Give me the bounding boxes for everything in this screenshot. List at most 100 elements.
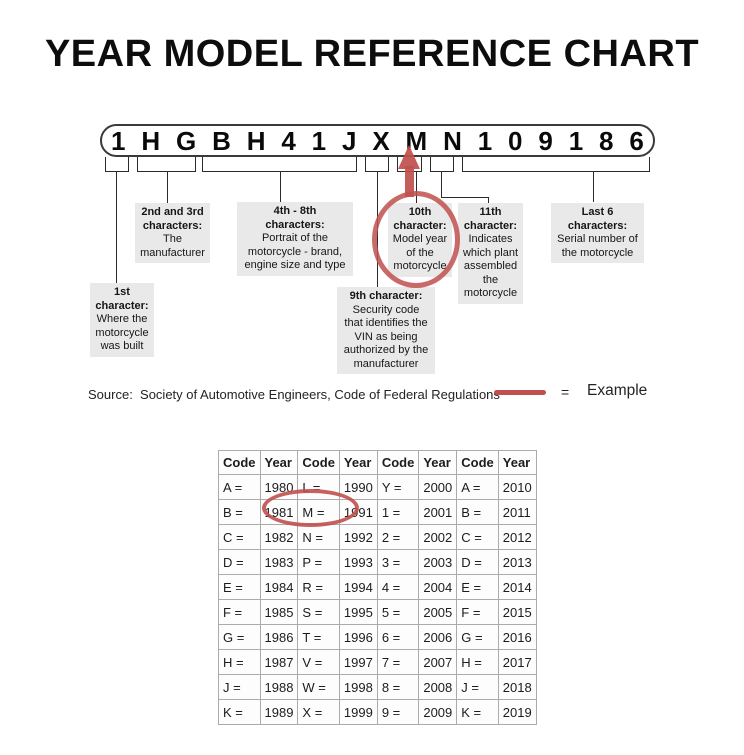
column-header: Code — [297, 450, 340, 475]
year-cell: 2007 — [418, 649, 458, 675]
code-cell: 8 = — [376, 674, 420, 700]
callout-body: Portrait of the motorcycle - brand, engi… — [244, 232, 346, 271]
code-cell: 5 = — [376, 599, 420, 625]
year-cell: 2010 — [497, 474, 537, 500]
table-row: D = 1983 P = 1993 3 = 2003 D = 2013 — [218, 549, 537, 575]
table-row: C = 1982 N = 1992 2 = 2002 C = 2012 — [218, 524, 537, 550]
vin-character: 1 — [111, 125, 126, 156]
legend-equals: = — [561, 384, 570, 400]
code-cell: R = — [297, 574, 340, 600]
table-body: A = 1980 L = 1990 Y = 2000 A = 2010 B = 1981 M = 19… — [218, 474, 537, 725]
code-cell: H = — [218, 649, 261, 675]
code-cell: F = — [218, 599, 261, 625]
year-code-table: Code Year Code Year Code Year Code Year A = 1980… — [218, 450, 537, 725]
connector-line — [488, 197, 489, 204]
bracket-4th-8th — [202, 157, 357, 172]
bracket-last-6 — [462, 157, 650, 172]
code-cell: J = — [218, 674, 261, 700]
example-highlight-oval — [262, 489, 359, 527]
table-row: E = 1984 R = 1994 4 = 2004 E = 2014 — [218, 574, 537, 600]
year-cell: 2012 — [497, 524, 537, 550]
code-cell: P = — [297, 549, 340, 575]
column-header: Code — [218, 450, 261, 475]
year-cell: 2003 — [418, 549, 458, 575]
table-row: H = 1987 V = 1997 7 = 2007 H = 2017 — [218, 649, 537, 675]
bracket-11th-character — [430, 157, 454, 172]
code-cell: E = — [456, 574, 499, 600]
code-cell: V = — [297, 649, 340, 675]
code-cell: 9 = — [376, 699, 420, 725]
code-cell: Y = — [376, 474, 420, 500]
callout-body: Where the motorcycle was built — [95, 313, 149, 352]
vin-character: 4 — [281, 125, 296, 156]
vin-character: G — [175, 125, 197, 156]
year-cell: 1994 — [338, 574, 378, 600]
year-cell: 1985 — [259, 599, 299, 625]
callout-heading: 11th character: — [463, 206, 518, 232]
code-cell: G = — [456, 624, 499, 650]
year-cell: 2000 — [418, 474, 458, 500]
year-cell: 1983 — [259, 549, 299, 575]
year-cell: 1989 — [259, 699, 299, 725]
example-arrow-head-icon — [398, 145, 420, 169]
vin-character: 1 — [311, 125, 327, 156]
table-row: J = 1988 W = 1998 8 = 2008 J = 2018 — [218, 674, 537, 700]
year-cell: 2019 — [497, 699, 537, 725]
code-cell: A = — [456, 474, 499, 500]
code-cell: K = — [218, 699, 261, 725]
year-cell: 1984 — [259, 574, 299, 600]
year-cell: 1987 — [259, 649, 299, 675]
callout-11th-character: 11th character: Indicates which plant as… — [458, 203, 523, 304]
table-row: A = 1980 L = 1990 Y = 2000 A = 2010 — [218, 474, 537, 500]
code-cell: H = — [456, 649, 499, 675]
year-cell: 1999 — [338, 699, 378, 725]
vin-character: 9 — [538, 125, 553, 156]
year-cell: 1982 — [259, 524, 299, 550]
callout-1st-character: 1st character: Where the motorcycle was … — [90, 283, 154, 357]
code-cell: W = — [297, 674, 340, 700]
year-cell: 2017 — [497, 649, 537, 675]
year-cell: 2018 — [497, 674, 537, 700]
code-cell: 7 = — [376, 649, 420, 675]
callout-heading: 9th character: — [349, 290, 423, 302]
callout-9th-character: 9th character: Security code that identi… — [337, 287, 435, 374]
code-cell: D = — [218, 549, 261, 575]
callout-heading: Last 6 characters: — [567, 206, 628, 232]
callout-body: The manufacturer — [140, 233, 205, 259]
callout-last-6-characters: Last 6 characters: Serial number of the … — [551, 203, 644, 263]
code-cell: D = — [456, 549, 499, 575]
column-header: Year — [418, 450, 458, 475]
code-cell: 1 = — [376, 499, 420, 525]
callout-body: Security code that identifies the VIN as… — [343, 303, 429, 370]
column-header: Code — [376, 450, 420, 475]
table-row: G = 1986 T = 1996 6 = 2006 G = 2016 — [218, 624, 537, 650]
year-cell: 1986 — [259, 624, 299, 650]
bracket-1st-character — [105, 157, 129, 172]
callout-2nd-3rd-characters: 2nd and 3rd characters: The manufacturer — [135, 203, 210, 263]
year-cell: 1993 — [338, 549, 378, 575]
code-cell: 4 = — [376, 574, 420, 600]
connector-line — [167, 172, 168, 203]
year-cell: 2001 — [418, 499, 458, 525]
callout-body: Indicates which plant assembled the moto… — [462, 233, 519, 299]
vin-character: 1 — [477, 125, 493, 156]
callout-heading: 2nd and 3rd characters: — [141, 206, 204, 232]
code-cell: C = — [218, 524, 261, 550]
example-highlight-circle — [372, 191, 460, 288]
table-row: F = 1985 S = 1995 5 = 2005 F = 2015 — [218, 599, 537, 625]
vin-character: 6 — [629, 125, 644, 156]
year-cell: 2013 — [497, 549, 537, 575]
vin-character: 8 — [599, 125, 614, 156]
year-cell: 2011 — [497, 499, 537, 525]
callout-4th-8th-characters: 4th - 8th characters: Portrait of the mo… — [237, 202, 353, 276]
example-arrow — [405, 166, 414, 197]
code-cell: 3 = — [376, 549, 420, 575]
year-cell: 1995 — [338, 599, 378, 625]
code-cell: B = — [456, 499, 499, 525]
vin-character: N — [443, 125, 462, 156]
column-header: Year — [338, 450, 378, 475]
connector-line — [116, 172, 117, 283]
callout-body: Serial number of the motorcycle — [557, 233, 638, 259]
code-cell: 2 = — [376, 524, 420, 550]
